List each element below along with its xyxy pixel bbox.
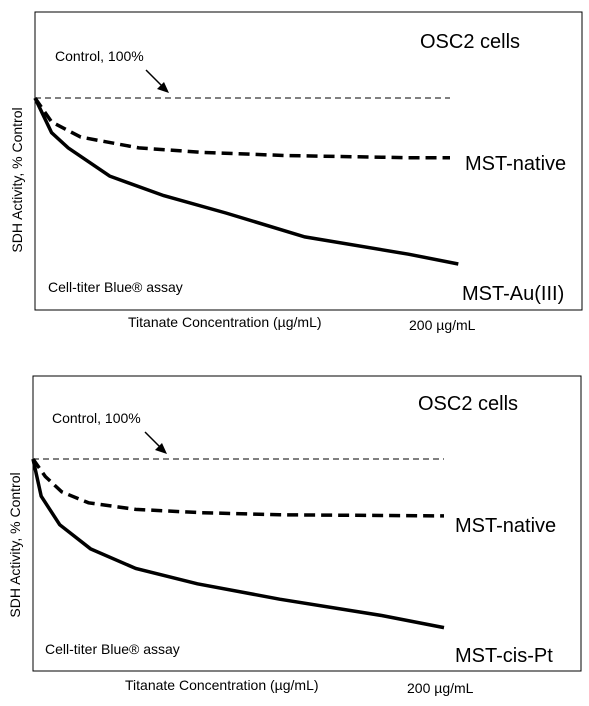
assay-label: Cell-titer Blue® assay: [48, 279, 183, 295]
series-label-mst-au: MST-Au(III): [462, 283, 564, 305]
control-annotation: Control, 100%: [55, 48, 144, 64]
series-label-mst-native: MST-native: [455, 515, 556, 537]
assay-label: Cell-titer Blue® assay: [45, 641, 180, 657]
x-max-label: 200 µg/mL: [409, 317, 476, 333]
chart-panel-bottom: OSC2 cells Control, 100% MST-native MST-…: [7, 375, 582, 696]
x-max-label: 200 µg/mL: [407, 680, 474, 696]
series-line-mst-cis-pt: [31, 458, 445, 630]
x-axis-label: Titanate Concentration (µg/mL): [128, 314, 322, 330]
plot-frame: [32, 375, 582, 672]
plot-frame: [34, 11, 583, 311]
series-label-mst-native: MST-native: [465, 153, 566, 175]
chart-panel-top: OSC2 cells Control, 100% MST-native MST-…: [9, 11, 583, 333]
x-axis-label: Titanate Concentration (µg/mL): [125, 677, 319, 693]
series-line-mst-native: [33, 97, 450, 160]
series-label-mst-cis-pt: MST-cis-Pt: [455, 645, 553, 667]
control-arrow: [145, 69, 169, 93]
chart-title: OSC2 cells: [420, 31, 520, 53]
series-line-mst-native: [31, 457, 445, 518]
y-axis-label: SDH Activity, % Control: [9, 107, 25, 252]
control-arrow: [144, 431, 167, 454]
control-annotation: Control, 100%: [52, 410, 141, 426]
y-axis-label: SDH Activity, % Control: [7, 472, 23, 617]
series-line-mst-au: [33, 97, 459, 266]
chart-title: OSC2 cells: [418, 393, 518, 415]
